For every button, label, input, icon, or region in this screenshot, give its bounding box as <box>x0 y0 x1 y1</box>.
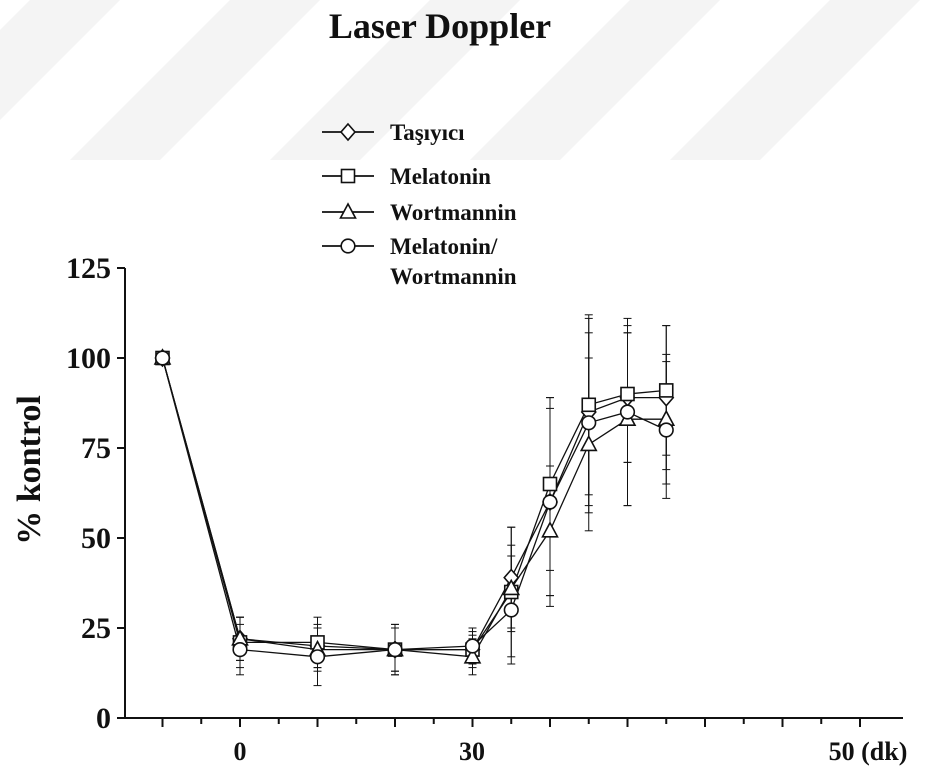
data-point-melatonin <box>620 386 635 402</box>
y-tick-label: 125 <box>66 252 111 285</box>
legend-label: Melatonin <box>390 164 491 189</box>
data-point-wortmannin <box>579 434 598 452</box>
x-tick-label: 30 <box>459 737 485 766</box>
data-point-melatonin-wortmannin <box>581 415 597 431</box>
legend-label: Melatonin/ <box>390 234 498 259</box>
legend-label: Taşıyıcı <box>390 120 465 145</box>
legend-item-melatonin: Melatonin <box>322 164 491 189</box>
data-point-wortmannin <box>502 578 521 596</box>
legend-label: Wortmannin <box>390 200 517 225</box>
series-line-wortmannin <box>161 357 667 658</box>
series-line-melatonin-wortmannin <box>161 357 667 658</box>
data-point-melatonin <box>658 383 674 398</box>
data-point-melatonin-wortmannin <box>542 494 558 510</box>
data-point-melatonin-wortmannin <box>464 638 481 654</box>
series-line-melatonin <box>161 357 667 651</box>
data-point-melatonin-wortmannin <box>232 641 248 658</box>
data-point-melatonin <box>542 476 558 492</box>
series-markers <box>153 348 676 665</box>
error-bars <box>236 314 671 687</box>
y-tick-label: 100 <box>66 342 111 375</box>
legend-marker-ta-y-c <box>339 122 357 142</box>
legend: TaşıyıcıMelatoninWortmanninMelatonin/Wor… <box>322 120 517 289</box>
data-point-melatonin <box>581 397 597 413</box>
legend-item-melatonin-wortmannin: Melatonin/Wortmannin <box>322 234 517 289</box>
y-tick-label: 25 <box>81 612 111 645</box>
chart-title: Laser Doppler <box>329 6 551 46</box>
x-ticks: 0 30 50 (dk) <box>161 718 908 766</box>
data-point-melatonin-wortmannin <box>658 422 674 438</box>
data-point-wortmannin <box>541 521 559 538</box>
series-lines <box>161 357 667 658</box>
legend-marker-melatonin <box>340 168 356 184</box>
legend-marker-melatonin-wortmannin <box>340 238 356 254</box>
x-tick-label: 50 (dk) <box>829 737 908 766</box>
data-point-melatonin-wortmannin <box>619 404 636 420</box>
y-tick-label: 50 <box>81 522 111 555</box>
y-ticks: 0 25 50 75 100 125 <box>66 252 125 735</box>
y-tick-label: 0 <box>96 702 111 735</box>
data-point-melatonin-wortmannin <box>154 350 171 366</box>
legend-label: Wortmannin <box>390 264 517 289</box>
legend-item-ta-y-c: Taşıyıcı <box>322 120 465 145</box>
data-point-melatonin-wortmannin <box>503 602 519 618</box>
y-tick-label: 75 <box>81 432 111 465</box>
data-point-melatonin-wortmannin <box>387 641 403 658</box>
data-point-melatonin-wortmannin <box>309 649 326 665</box>
legend-marker-wortmannin <box>339 202 357 219</box>
axes <box>124 268 903 719</box>
data-point-wortmannin <box>463 647 482 664</box>
background-decoration <box>0 0 920 160</box>
legend-item-wortmannin: Wortmannin <box>322 200 517 225</box>
x-tick-label: 0 <box>234 737 247 766</box>
y-axis-label: % kontrol <box>11 395 48 545</box>
